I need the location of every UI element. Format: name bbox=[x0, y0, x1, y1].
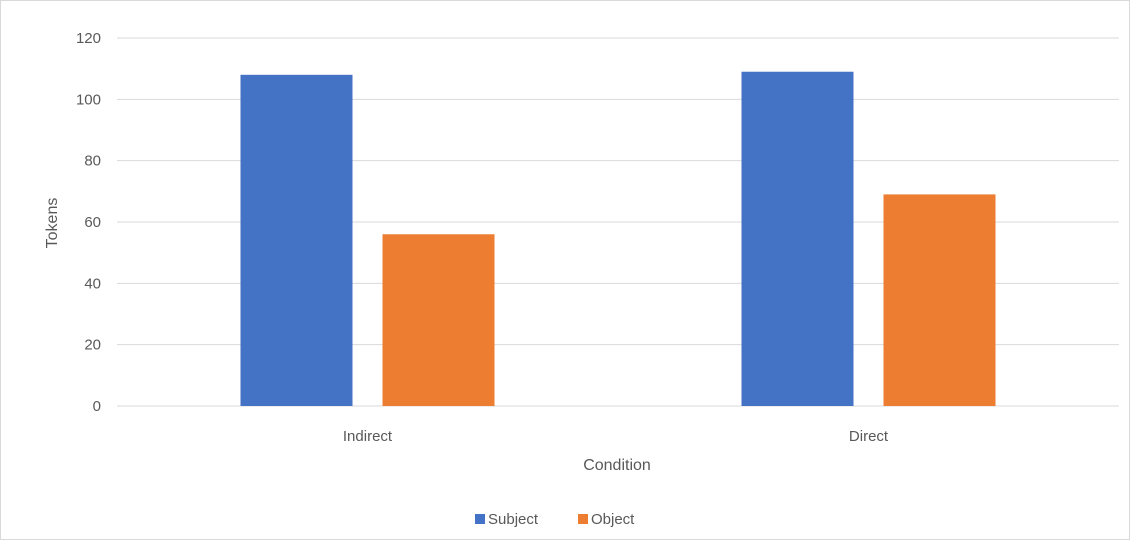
legend-label-object: Object bbox=[591, 511, 635, 528]
y-axis-ticks: 0 20 40 60 80 100 120 bbox=[76, 30, 101, 415]
y-tick-label: 20 bbox=[84, 337, 101, 354]
bar-object-direct bbox=[883, 194, 996, 406]
y-axis-title: Tokens bbox=[44, 198, 61, 249]
bars bbox=[240, 71, 996, 407]
x-axis-title: Condition bbox=[583, 457, 651, 474]
legend-label-subject: Subject bbox=[488, 511, 539, 528]
legend-swatch-object bbox=[578, 514, 588, 524]
legend-swatch-subject bbox=[475, 514, 485, 524]
y-tick-label: 100 bbox=[76, 91, 101, 108]
y-tick-label: 60 bbox=[84, 214, 101, 231]
y-tick-label: 80 bbox=[84, 153, 101, 170]
legend: Subject Object bbox=[475, 511, 635, 528]
x-tick-label: Indirect bbox=[343, 428, 393, 445]
x-tick-label: Direct bbox=[849, 428, 889, 445]
y-tick-label: 120 bbox=[76, 30, 101, 47]
y-tick-label: 40 bbox=[84, 275, 101, 292]
y-tick-label: 0 bbox=[93, 398, 101, 415]
bar-subject-indirect bbox=[240, 74, 353, 407]
bar-subject-direct bbox=[741, 71, 854, 406]
bar-object-indirect bbox=[382, 234, 495, 406]
x-axis-ticks: Indirect Direct bbox=[343, 428, 889, 445]
